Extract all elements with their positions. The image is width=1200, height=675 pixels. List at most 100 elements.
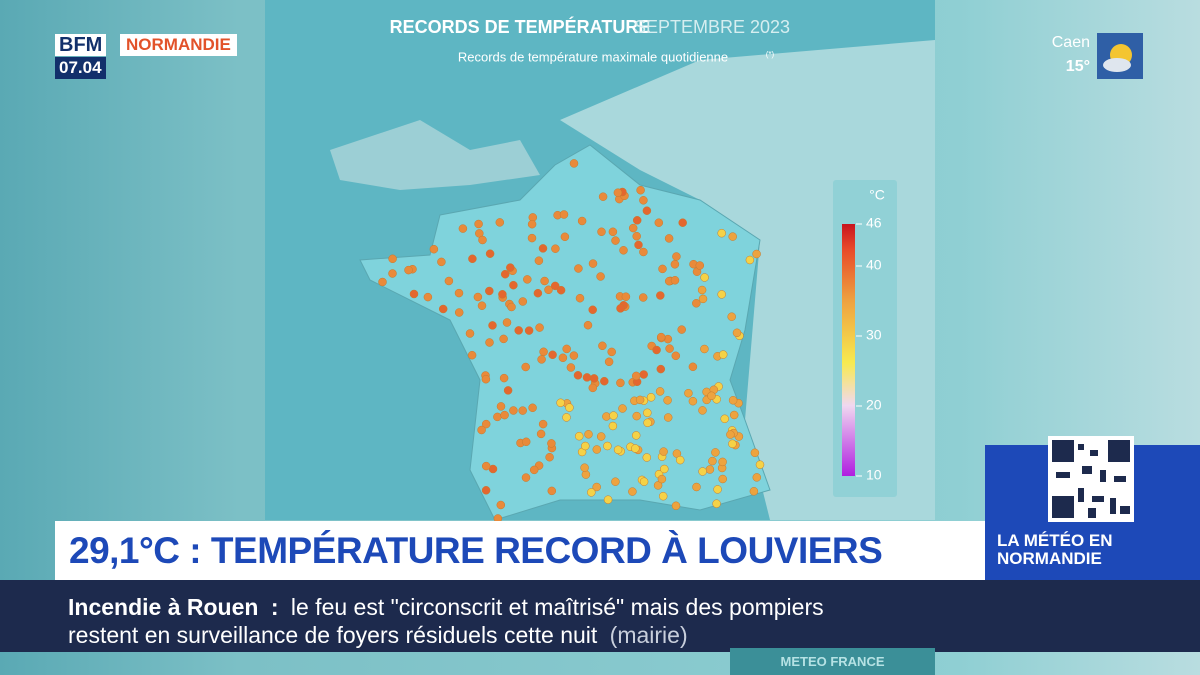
station-dot [562,344,571,354]
station-dot [597,227,606,237]
station-dot [481,419,491,429]
station-dot [465,329,475,338]
station-dot [729,410,739,420]
ticker-line1: Incendie à Rouen : le feu est "circonscr… [68,594,824,621]
station-dot [608,227,618,237]
station-dot [506,263,515,272]
station-dot [569,351,579,360]
station-dot [577,216,587,226]
station-dot [580,463,589,472]
station-dot [658,264,667,274]
station-dot [621,292,631,301]
ticker-text2: restent en surveillance de foyers résidu… [68,622,598,648]
map-source: METEO FRANCE [730,648,935,675]
station-dot [642,206,652,215]
station-dot [717,228,726,238]
station-dot [485,338,494,347]
station-dot [697,285,707,295]
station-dot [558,353,568,363]
station-dot [608,421,618,431]
station-dot [574,264,583,273]
station-dot [509,280,518,290]
station-dot [556,285,566,295]
station-dot [705,465,715,474]
station-dot [598,341,607,351]
station-dot [569,159,579,168]
station-dot [755,460,765,469]
station-dot [588,259,598,268]
legend-tick-label: 46 [866,215,882,231]
ticker-separator: : [270,594,279,620]
station-dot [535,323,544,332]
station-dot [712,499,721,508]
station-dot [545,452,554,462]
station-dot [500,269,510,279]
station-dot [592,445,602,454]
side-box-line2: NORMANDIE [997,549,1102,568]
station-dot [695,261,705,270]
station-dot [749,487,759,496]
station-dot [547,439,556,448]
station-dot [481,374,491,384]
station-dot [565,403,574,412]
legend-tick-label: 30 [866,327,882,343]
station-dot [596,432,606,441]
station-dot [698,294,708,304]
station-dot [718,474,727,484]
map-title: RECORDS DE TEMPÉRATURE [390,16,651,37]
station-dot [527,233,537,243]
station-dot [613,188,623,197]
station-dot [639,477,649,486]
station-dot [609,411,618,420]
station-dot [688,396,698,406]
station-dot [642,453,652,462]
map-subtitle: Records de température maximale quotidie… [458,49,728,64]
station-dot [514,326,523,335]
station-dot [548,350,557,360]
station-dot [518,406,527,415]
station-dot [654,218,664,227]
station-dot [592,482,601,492]
station-dot [485,286,494,296]
station-dot [656,364,666,374]
station-dot [496,500,506,510]
station-dot [607,347,616,357]
station-dot [473,292,483,302]
station-dot [603,441,612,451]
side-box-text: LA MÉTÉO EN NORMANDIE [997,532,1113,568]
station-dot [616,378,625,388]
station-dot [728,439,737,449]
station-dot [560,232,570,242]
clock: 07.04 [55,57,106,79]
station-dot [675,455,685,465]
station-dot [711,448,720,457]
station-dot [660,464,669,474]
legend-tick-label: 10 [866,467,882,483]
legend-tick-label: 40 [866,257,882,273]
ticker-topic: Incendie à Rouen [68,594,259,620]
station-dot [454,308,464,317]
station-dot [388,254,397,264]
station-dot [670,276,680,285]
station-dot [602,412,611,421]
station-dot [646,393,656,402]
map-subtitle-note: (*) [766,50,775,59]
station-dot [539,347,548,357]
news-ticker: Incendie à Rouen : le feu est "circonscr… [0,580,1200,652]
station-dot [598,192,608,201]
station-dot [665,344,674,353]
station-dot [632,231,641,241]
station-dot [700,344,709,354]
station-dot [437,257,446,267]
station-dot [524,326,534,335]
station-dot [656,332,666,342]
station-dot [523,275,532,284]
station-dot [604,357,614,367]
ticker-line2: restent en surveillance de foyers résidu… [68,622,688,649]
station-dot [551,244,560,253]
station-dot [478,235,487,245]
weather-city: Caen [1051,34,1090,51]
station-dot [507,302,516,312]
